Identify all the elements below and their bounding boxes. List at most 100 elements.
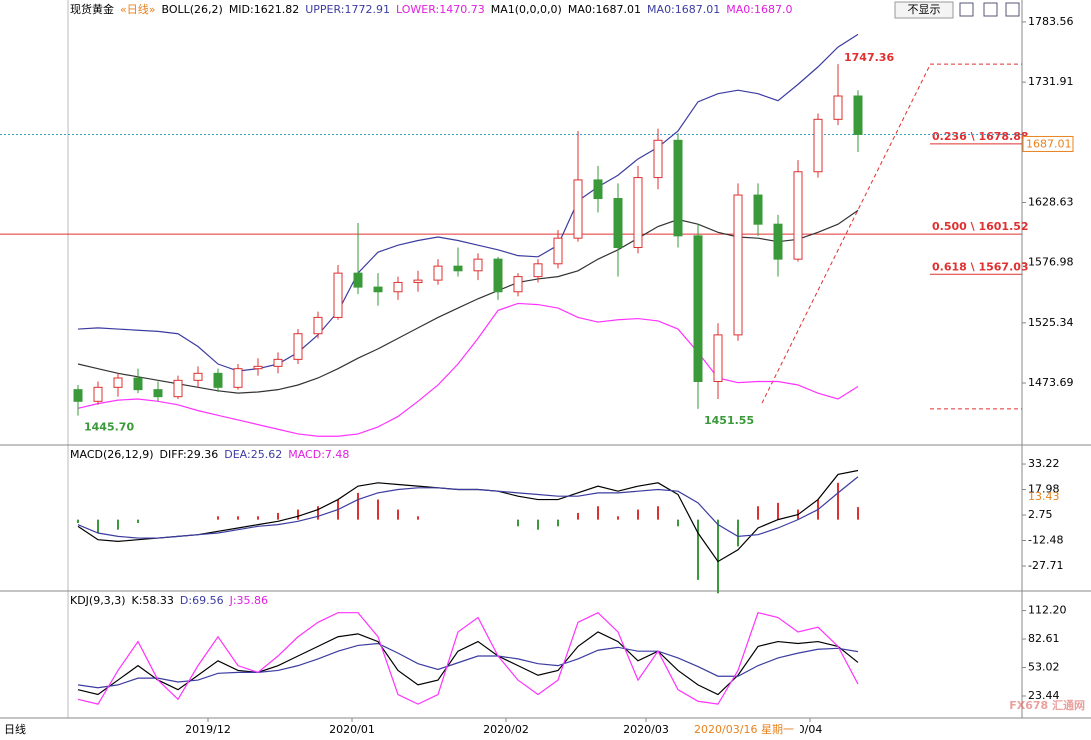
watermark: FX678 汇通网 xyxy=(1009,699,1085,712)
candle-body xyxy=(733,194,743,336)
y-tick-label: 1731.91 xyxy=(1028,75,1074,88)
indicator-header: D:69.56 xyxy=(180,594,224,607)
indicator-line xyxy=(77,611,859,705)
candle-body xyxy=(253,365,263,370)
cursor-date-box xyxy=(688,722,800,738)
candle-body xyxy=(693,235,703,382)
price-annotation: 1747.36 xyxy=(844,51,894,64)
candle-body xyxy=(373,286,383,293)
fib-label: 0.500 \ 1601.52 xyxy=(932,220,1029,233)
candle-body xyxy=(173,379,183,398)
cursor-value: 13.43 xyxy=(1028,490,1060,503)
candle-body xyxy=(853,95,863,135)
candle-body xyxy=(553,237,563,265)
indicator-header: 现货黄金 xyxy=(70,2,114,16)
x-tick-label: 2020/03 xyxy=(623,723,669,736)
indicator-line xyxy=(77,209,859,394)
candle-body xyxy=(493,258,503,293)
candle-body xyxy=(833,95,843,120)
candle-body xyxy=(393,281,403,293)
candle-body xyxy=(93,386,103,402)
candle-body xyxy=(213,372,223,388)
x-tick-label: 2020/01 xyxy=(329,723,375,736)
y-tick-label: -12.48 xyxy=(1028,534,1063,547)
candle-body xyxy=(273,358,283,367)
candle-body xyxy=(573,179,583,239)
indicator-header: MID:1621.82 xyxy=(229,3,299,16)
indicator-header: DIFF:29.36 xyxy=(160,448,219,461)
candle-body xyxy=(813,118,823,173)
y-tick-label: 23.44 xyxy=(1028,689,1060,702)
x-tick-label: 2020/02 xyxy=(483,723,529,736)
y-tick-label: 33.22 xyxy=(1028,457,1060,470)
indicator-header: LOWER:1470.73 xyxy=(396,3,485,16)
indicator-header: J:35.86 xyxy=(229,594,268,607)
y-tick-label: 1525.34 xyxy=(1028,316,1074,329)
candle-body xyxy=(313,316,323,335)
x-tick-label: 2019/12 xyxy=(185,723,231,736)
candle-body xyxy=(193,372,203,381)
candle-body xyxy=(633,177,643,248)
indicator-header: K:58.33 xyxy=(132,594,174,607)
indicator-line xyxy=(77,302,859,437)
y-tick-label: -27.71 xyxy=(1028,559,1063,572)
indicator-header: MA0:1687.01 xyxy=(647,3,720,16)
candle-body xyxy=(653,139,663,179)
indicator-line xyxy=(77,631,859,696)
y-tick-label: 1473.69 xyxy=(1028,376,1074,389)
candle-body xyxy=(793,171,803,260)
price-annotation: 1445.70 xyxy=(84,421,134,434)
indicator-header: UPPER:1772.91 xyxy=(305,3,390,16)
indicator-header: MA0:1687.0 xyxy=(726,3,792,16)
candle-body xyxy=(333,272,343,318)
cursor-date: 2020/03/16 星期一 xyxy=(694,723,794,736)
candle-body xyxy=(73,389,83,402)
candle-body xyxy=(293,333,303,360)
candle-body xyxy=(753,194,763,225)
candle-body xyxy=(413,279,423,283)
fib-label: 0.236 \ 1678.88 xyxy=(932,130,1029,143)
candle-body xyxy=(133,377,143,391)
x-tick-label: 0/04 xyxy=(798,723,823,736)
candle-body xyxy=(153,389,163,398)
hide-button[interactable] xyxy=(894,1,954,19)
icon-button[interactable] xyxy=(983,2,998,17)
y-tick-label: 1576.98 xyxy=(1028,256,1074,269)
last-price-label: 1687.01 xyxy=(1026,137,1072,150)
candle-body xyxy=(713,334,723,382)
candle-body xyxy=(593,179,603,200)
candle-body xyxy=(233,368,243,388)
indicator-header: MACD:7.48 xyxy=(288,448,349,461)
price-annotation: 1451.55 xyxy=(704,414,754,427)
candle-body xyxy=(433,265,443,281)
indicator-header: BOLL(26,2) xyxy=(161,3,222,16)
indicator-header: DEA:25.62 xyxy=(224,448,282,461)
candle-body xyxy=(113,377,123,388)
indicator-line xyxy=(77,476,859,539)
icon-button[interactable] xyxy=(959,2,974,17)
hide-button-label[interactable]: 不显示 xyxy=(908,3,941,16)
fib-label: 0.618 \ 1567.03 xyxy=(932,260,1029,273)
indicator-header: KDJ(9,3,3) xyxy=(70,594,126,607)
y-tick-label: 82.61 xyxy=(1028,632,1060,645)
indicator-header: MA1(0,0,0,0) xyxy=(491,3,562,16)
icon-button[interactable] xyxy=(1005,2,1020,17)
y-tick-label: 1783.56 xyxy=(1028,15,1074,28)
y-tick-label: 112.20 xyxy=(1028,604,1067,617)
indicator-line xyxy=(77,33,859,372)
indicator-line xyxy=(77,642,859,689)
period-label: 日线 xyxy=(4,722,26,736)
candle-body xyxy=(613,198,623,248)
y-tick-label: 53.02 xyxy=(1028,661,1060,674)
candle-body xyxy=(473,258,483,272)
candle-body xyxy=(533,263,543,278)
candle-body xyxy=(673,139,683,237)
indicator-header: MA0:1687.01 xyxy=(568,3,641,16)
y-tick-label: 17.98 xyxy=(1028,483,1060,496)
y-tick-label: 1628.63 xyxy=(1028,195,1074,208)
candle-body xyxy=(773,223,783,260)
candle-body xyxy=(513,276,523,293)
last-price-box xyxy=(1022,135,1074,152)
candle-body xyxy=(453,265,463,272)
